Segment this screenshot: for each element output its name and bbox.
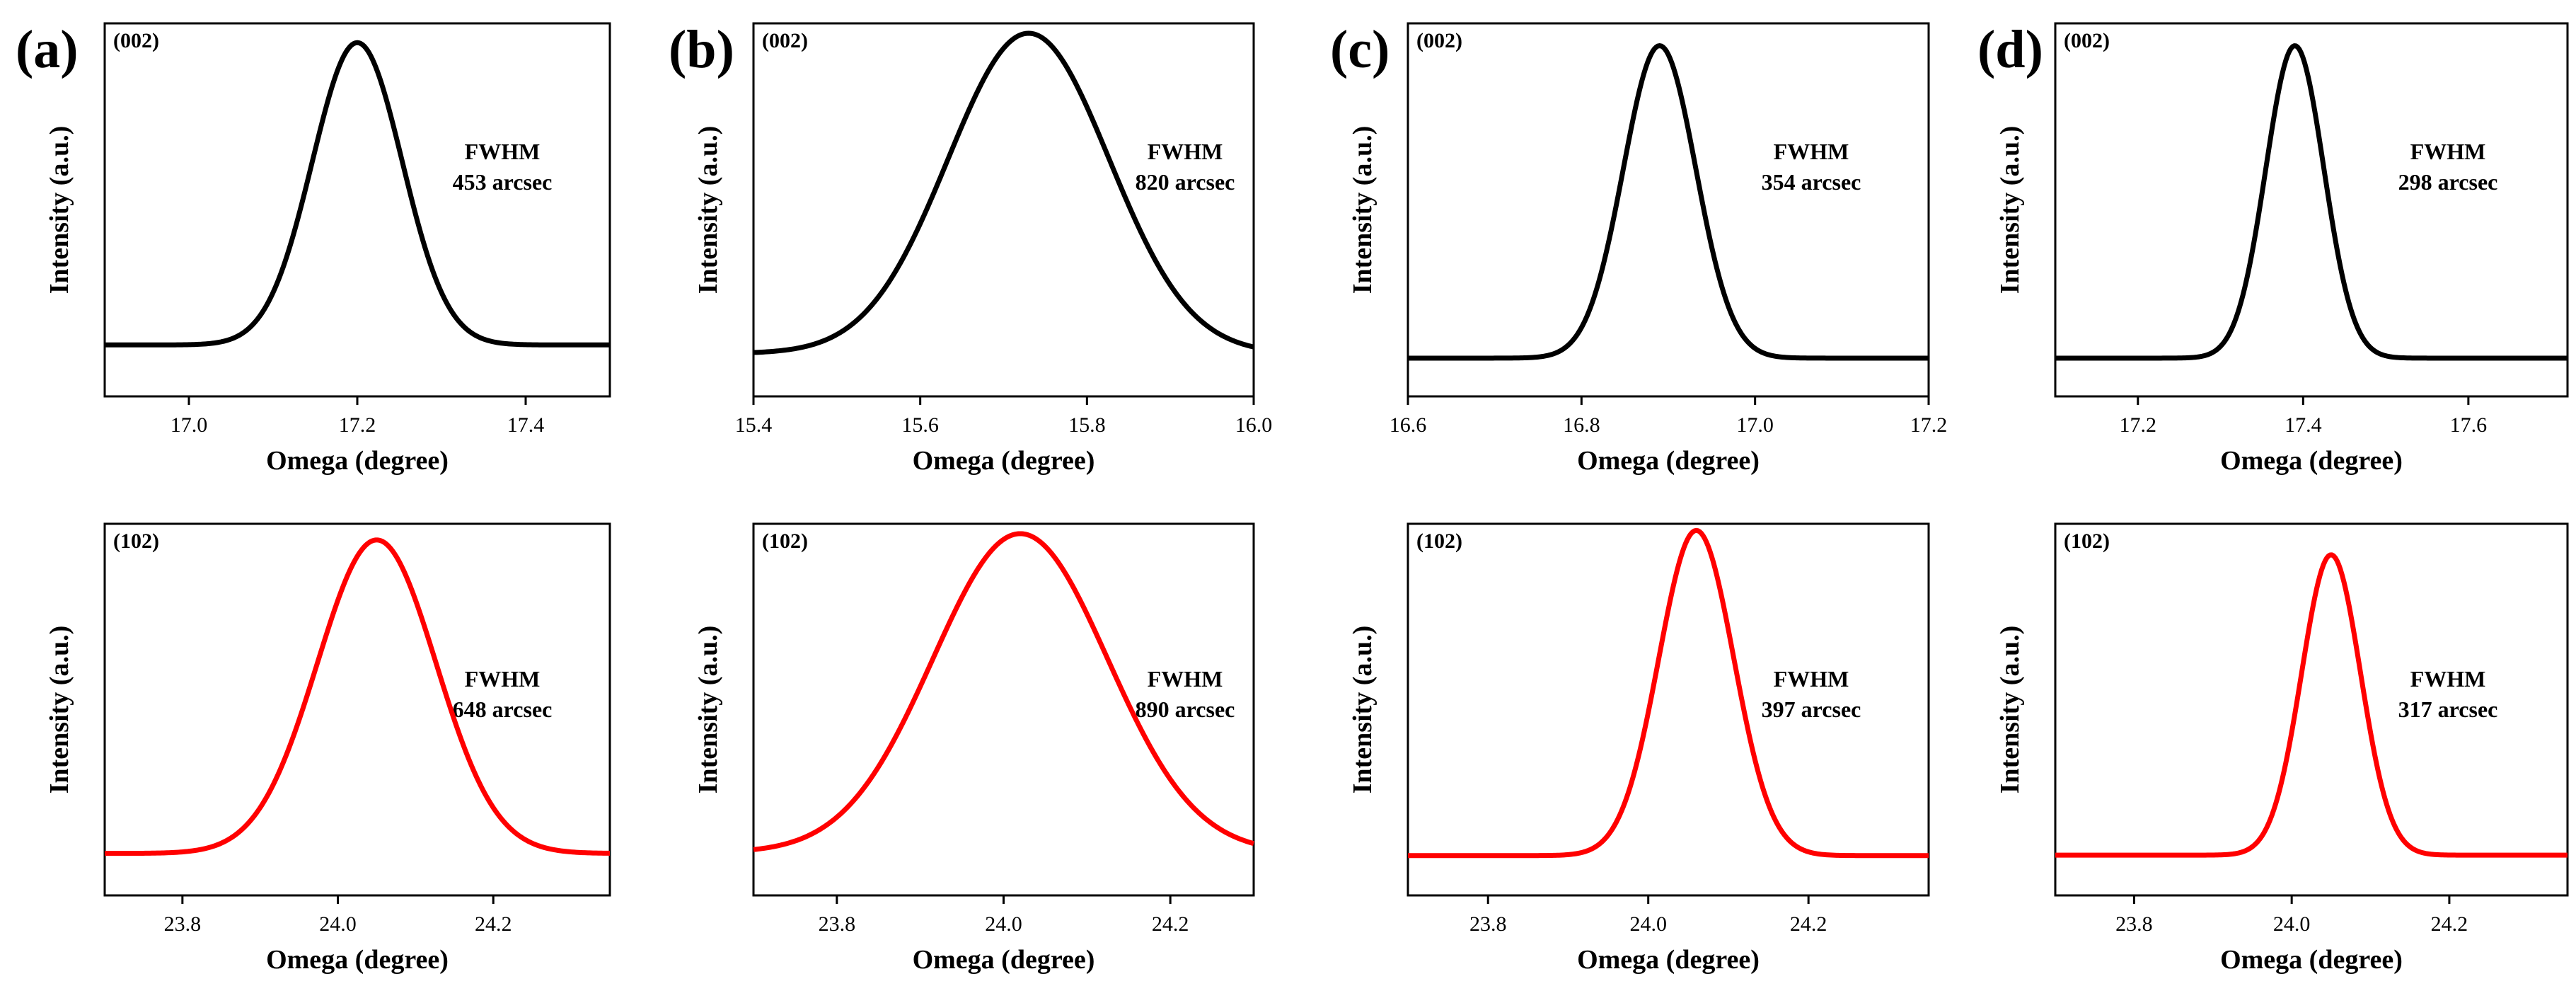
rocking-curve-d-002 bbox=[2054, 43, 2569, 361]
plot-frame-d-102 bbox=[2054, 522, 2569, 897]
x-tick-label-b-102: 24.2 bbox=[1152, 912, 1189, 936]
x-tick-label-b-002: 15.4 bbox=[735, 413, 773, 437]
reflection-label-a-002: (002) bbox=[113, 29, 159, 52]
x-tick-label-b-002: 15.6 bbox=[901, 413, 939, 437]
y-axis-label-a-102: Intensity (a.u.) bbox=[45, 626, 74, 794]
x-tick-label-c-102: 24.0 bbox=[1629, 912, 1667, 936]
x-tick-label-d-102: 24.2 bbox=[2431, 912, 2468, 936]
x-axis-label-b-102: Omega (degree) bbox=[913, 945, 1095, 975]
plot-frame-b-002 bbox=[752, 22, 1255, 398]
y-axis-label-d-002: Intensity (a.u.) bbox=[1995, 126, 2025, 294]
x-tick-label-a-102: 23.8 bbox=[164, 912, 202, 936]
fwhm-label-a-102: FWHM bbox=[465, 666, 541, 692]
fwhm-value-b-102: 890 arcsec bbox=[1136, 696, 1235, 722]
y-axis-label-b-102: Intensity (a.u.) bbox=[693, 626, 723, 794]
x-tick-label-d-002: 17.4 bbox=[2285, 413, 2322, 437]
x-axis-label-d-002: Omega (degree) bbox=[2220, 446, 2403, 476]
plot-frame-a-002 bbox=[103, 22, 611, 398]
plot-frame-a-102 bbox=[103, 522, 611, 897]
fwhm-label-b-102: FWHM bbox=[1148, 666, 1223, 692]
fwhm-value-d-002: 298 arcsec bbox=[2398, 169, 2498, 195]
panel-letter-3: (d) bbox=[1977, 20, 2043, 79]
fwhm-value-b-002: 820 arcsec bbox=[1136, 169, 1235, 195]
x-axis-label-a-102: Omega (degree) bbox=[266, 945, 449, 975]
fwhm-value-a-102: 648 arcsec bbox=[453, 696, 553, 722]
y-axis-label-c-102: Intensity (a.u.) bbox=[1348, 626, 1377, 794]
reflection-label-a-102: (102) bbox=[113, 529, 159, 553]
y-axis-label-b-002: Intensity (a.u.) bbox=[693, 126, 723, 294]
x-tick-label-c-002: 16.6 bbox=[1390, 413, 1427, 437]
x-tick-label-c-102: 24.2 bbox=[1790, 912, 1827, 936]
x-tick-label-b-002: 15.8 bbox=[1068, 413, 1106, 437]
rocking-curve-c-102 bbox=[1407, 527, 1930, 859]
x-tick-label-c-102: 23.8 bbox=[1469, 912, 1507, 936]
x-tick-label-b-102: 23.8 bbox=[819, 912, 856, 936]
panel-letter-2: (c) bbox=[1330, 20, 1390, 79]
x-axis-label-b-002: Omega (degree) bbox=[913, 446, 1095, 476]
x-axis-label-c-102: Omega (degree) bbox=[1577, 945, 1760, 975]
reflection-label-c-102: (102) bbox=[1416, 529, 1462, 553]
x-tick-label-a-102: 24.2 bbox=[475, 912, 512, 936]
x-tick-label-c-002: 17.0 bbox=[1736, 413, 1774, 437]
x-tick-label-a-002: 17.2 bbox=[339, 413, 376, 437]
x-tick-label-d-002: 17.2 bbox=[2120, 413, 2157, 437]
reflection-label-d-002: (002) bbox=[2064, 29, 2110, 52]
reflection-label-b-002: (002) bbox=[762, 29, 808, 52]
fwhm-value-c-102: 397 arcsec bbox=[1762, 696, 1861, 722]
rocking-curve-c-002 bbox=[1407, 43, 1930, 361]
fwhm-label-c-102: FWHM bbox=[1774, 666, 1849, 692]
x-axis-label-c-002: Omega (degree) bbox=[1577, 446, 1760, 476]
reflection-label-c-002: (002) bbox=[1416, 29, 1462, 52]
plot-frame-c-102 bbox=[1407, 522, 1930, 897]
fwhm-label-d-002: FWHM bbox=[2410, 139, 2486, 164]
rocking-curve-a-102 bbox=[103, 537, 611, 856]
fwhm-label-b-002: FWHM bbox=[1148, 139, 1223, 164]
x-tick-label-b-002: 16.0 bbox=[1235, 413, 1273, 437]
x-tick-label-a-002: 17.0 bbox=[171, 413, 208, 437]
rocking-curve-d-102 bbox=[2054, 552, 2569, 858]
x-tick-label-a-002: 17.4 bbox=[507, 413, 545, 437]
x-axis-label-a-002: Omega (degree) bbox=[266, 446, 449, 476]
reflection-label-d-102: (102) bbox=[2064, 529, 2110, 553]
fwhm-value-c-002: 354 arcsec bbox=[1762, 169, 1861, 195]
panel-letter-1: (b) bbox=[669, 20, 734, 79]
plot-frame-c-002 bbox=[1407, 22, 1930, 398]
x-tick-label-c-002: 16.8 bbox=[1563, 413, 1600, 437]
rocking-curve-b-002 bbox=[752, 30, 1255, 355]
y-axis-label-d-102: Intensity (a.u.) bbox=[1995, 626, 2025, 794]
fwhm-label-d-102: FWHM bbox=[2410, 666, 2486, 692]
fwhm-label-c-002: FWHM bbox=[1774, 139, 1849, 164]
x-tick-label-d-002: 17.6 bbox=[2450, 413, 2488, 437]
reflection-label-b-102: (102) bbox=[762, 529, 808, 553]
fwhm-value-d-102: 317 arcsec bbox=[2398, 696, 2498, 722]
x-tick-label-a-102: 24.0 bbox=[319, 912, 357, 936]
panel-letter-0: (a) bbox=[16, 20, 79, 79]
x-axis-label-d-102: Omega (degree) bbox=[2220, 945, 2403, 975]
y-axis-label-a-002: Intensity (a.u.) bbox=[45, 126, 74, 294]
plot-frame-d-002 bbox=[2054, 22, 2569, 398]
x-tick-label-c-002: 17.2 bbox=[1910, 413, 1948, 437]
x-tick-label-d-102: 23.8 bbox=[2115, 912, 2153, 936]
x-tick-label-d-102: 24.0 bbox=[2273, 912, 2311, 936]
fwhm-label-a-002: FWHM bbox=[465, 139, 541, 164]
x-tick-label-b-102: 24.0 bbox=[985, 912, 1022, 936]
rocking-curve-b-102 bbox=[752, 531, 1255, 852]
y-axis-label-c-002: Intensity (a.u.) bbox=[1348, 126, 1377, 294]
fwhm-value-a-002: 453 arcsec bbox=[453, 169, 553, 195]
rocking-curve-a-002 bbox=[103, 40, 611, 348]
